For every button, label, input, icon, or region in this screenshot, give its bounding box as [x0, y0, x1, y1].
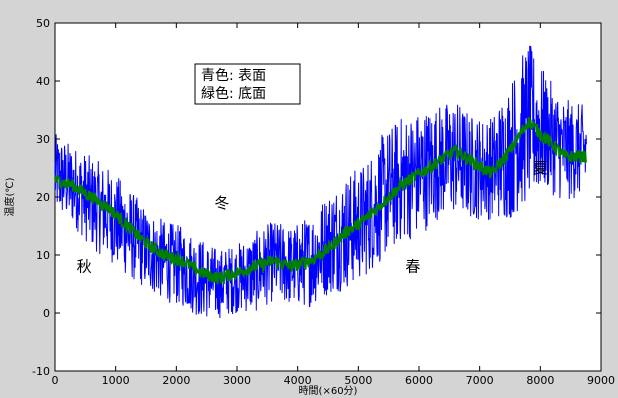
x-tick-label: 6000	[405, 374, 433, 387]
x-tick-label: 7000	[466, 374, 494, 387]
series-layer	[54, 45, 588, 319]
y-tick-label: 50	[36, 17, 50, 30]
x-tick-label: 1000	[102, 374, 130, 387]
series-line-bottom	[54, 117, 588, 286]
legend-entry-bottom: 緑色: 底面	[201, 85, 266, 102]
annotation-autumn: 秋	[77, 258, 92, 276]
x-axis-label: 時間(×60分)	[299, 385, 358, 397]
y-tick-label: -10	[32, 365, 50, 378]
x-tick-label: 4000	[284, 374, 312, 387]
x-tick-label: 8000	[526, 374, 554, 387]
x-tick-label: 9000	[587, 374, 615, 387]
series-line-surface	[54, 45, 587, 319]
legend-entry-surface: 青色: 表面	[201, 67, 266, 84]
y-tick-label: 10	[36, 249, 50, 262]
annotation-winter: 冬	[214, 194, 229, 212]
plot-area	[54, 22, 602, 372]
y-tick-label: 0	[43, 307, 50, 320]
annotation-spring: 春	[405, 258, 420, 276]
y-tick-label: 20	[36, 191, 50, 204]
axes-layer: 0 1000 2000 3000 4000 5000 6000 7000 8000 9000 -10…	[32, 17, 615, 387]
y-axis-label: 温度(℃)	[3, 177, 16, 216]
x-tick-label: 3000	[223, 374, 251, 387]
y-tick-label: 30	[36, 133, 50, 146]
y-tick-label: 40	[36, 75, 50, 88]
x-tick-label: 0	[52, 374, 59, 387]
x-tick-label: 2000	[162, 374, 190, 387]
legend-box: 青色: 表面 緑色: 底面	[194, 63, 301, 105]
annotation-layer: 秋 冬春 夏	[77, 159, 548, 276]
x-tick-label: 5000	[344, 374, 372, 387]
annotation-summer: 夏	[533, 159, 548, 177]
